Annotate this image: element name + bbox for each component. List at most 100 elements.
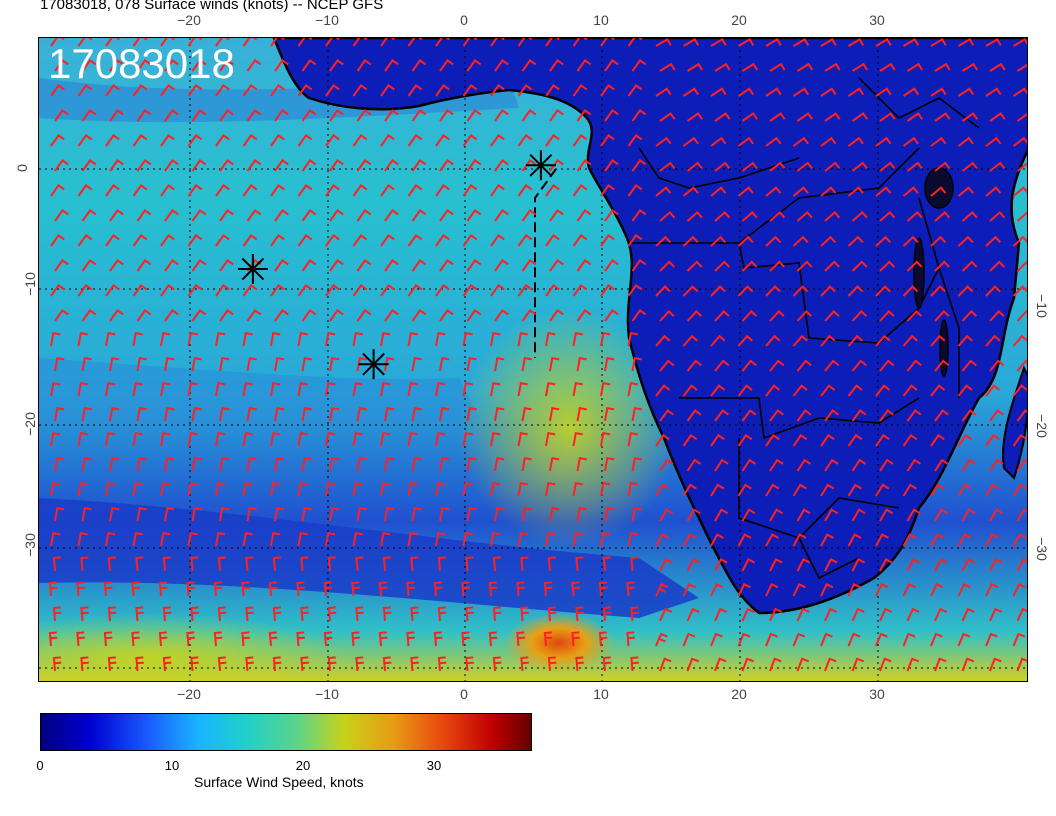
storm-marker-1 bbox=[525, 150, 556, 181]
wind-barb bbox=[521, 109, 537, 122]
wind-barb bbox=[765, 433, 780, 447]
wind-barb bbox=[109, 59, 124, 72]
wind-barb bbox=[356, 309, 372, 322]
wind-barb bbox=[902, 334, 918, 347]
wind-barb bbox=[741, 657, 755, 672]
wind-barb bbox=[741, 359, 757, 372]
wind-barb bbox=[132, 234, 148, 247]
wind-barb bbox=[382, 606, 392, 622]
wind-barb bbox=[902, 235, 919, 247]
wind-barb bbox=[572, 134, 588, 147]
wind-barb bbox=[737, 582, 751, 597]
wind-barb bbox=[329, 209, 344, 222]
wind-barb bbox=[879, 607, 893, 622]
wind-barb bbox=[655, 483, 670, 497]
wind-barb bbox=[160, 234, 175, 247]
wind-barb bbox=[490, 382, 501, 397]
wind-barb bbox=[191, 507, 202, 522]
wind-barb bbox=[77, 332, 88, 347]
wind-barb bbox=[820, 433, 835, 447]
wind-barb bbox=[135, 606, 144, 622]
wind-barb bbox=[517, 432, 528, 447]
wind-barb bbox=[77, 382, 88, 397]
wind-barb bbox=[215, 134, 230, 147]
wind-barb bbox=[631, 457, 642, 472]
wind-barb bbox=[737, 38, 755, 47]
wind-barb bbox=[686, 260, 703, 272]
wind-barb bbox=[792, 38, 810, 47]
wind-barb bbox=[50, 382, 61, 397]
wind-barb bbox=[906, 62, 924, 72]
wind-barb bbox=[655, 334, 671, 347]
wind-barb bbox=[737, 186, 754, 197]
wind-barb bbox=[930, 632, 943, 647]
wind-barb bbox=[54, 59, 69, 72]
wind-barb bbox=[407, 38, 423, 47]
wind-barb bbox=[820, 38, 837, 47]
wind-barb bbox=[961, 161, 978, 172]
wind-barb bbox=[187, 234, 203, 247]
wind-barb bbox=[380, 134, 395, 147]
wind-barb bbox=[851, 409, 867, 422]
wind-barb bbox=[571, 581, 580, 597]
colorbar-tick: 30 bbox=[426, 758, 442, 773]
wind-barb bbox=[351, 581, 360, 597]
wind-barb bbox=[352, 382, 363, 397]
wind-barb bbox=[136, 209, 152, 222]
wind-barb bbox=[989, 657, 1002, 672]
wind-barb bbox=[162, 606, 172, 622]
wind-barb bbox=[875, 334, 891, 347]
wind-barb bbox=[54, 357, 65, 372]
wind-barb bbox=[572, 84, 588, 97]
wind-barb bbox=[494, 407, 505, 422]
wind-barb bbox=[297, 432, 308, 447]
wind-barb bbox=[517, 234, 533, 247]
wind-barb bbox=[219, 357, 230, 372]
wind-barb bbox=[215, 332, 226, 347]
wind-barb bbox=[297, 184, 313, 197]
wind-barb bbox=[989, 62, 1006, 72]
wind-barb bbox=[710, 235, 727, 247]
wind-barb bbox=[270, 184, 285, 197]
wind-barb bbox=[435, 284, 450, 297]
wind-barb bbox=[851, 359, 867, 372]
wind-barb bbox=[824, 210, 841, 222]
wind-barb bbox=[270, 432, 281, 447]
wind-barb bbox=[934, 309, 950, 322]
wind-barb bbox=[714, 210, 731, 222]
lon-tick-bottom: −10 bbox=[315, 686, 339, 702]
wind-barb bbox=[576, 309, 592, 322]
wind-barb bbox=[655, 533, 669, 547]
wind-barb bbox=[710, 285, 726, 297]
wind-barb bbox=[769, 458, 784, 472]
storm-marker-3 bbox=[358, 349, 389, 380]
wind-barb bbox=[490, 284, 505, 297]
wind-barb bbox=[351, 631, 360, 647]
wind-barb bbox=[105, 284, 120, 297]
wind-barb bbox=[604, 209, 619, 222]
wind-barb bbox=[1012, 433, 1027, 447]
wind-barb bbox=[520, 556, 529, 572]
wind-barb bbox=[107, 656, 117, 672]
wind-barb bbox=[164, 209, 179, 222]
wind-barb bbox=[1016, 657, 1027, 672]
wind-barb bbox=[410, 606, 419, 622]
wind-barb bbox=[631, 159, 647, 172]
wind-barb bbox=[630, 556, 639, 572]
wind-barb bbox=[384, 259, 399, 272]
wind-barb bbox=[521, 457, 532, 472]
wind-barb bbox=[765, 136, 782, 147]
colorbar-tick: 0 bbox=[36, 758, 44, 773]
wind-barb bbox=[301, 159, 317, 172]
wind-barb bbox=[655, 433, 670, 447]
wind-barb bbox=[272, 606, 282, 622]
wind-barb bbox=[297, 482, 308, 497]
wind-barb bbox=[961, 409, 977, 422]
wind-barb bbox=[682, 136, 699, 147]
wind-barb bbox=[105, 234, 120, 247]
wind-barb bbox=[325, 432, 336, 447]
lat-tick-right: −20 bbox=[1033, 414, 1050, 438]
wind-barb bbox=[1016, 458, 1027, 472]
wind-barb bbox=[380, 284, 395, 297]
wind-barb bbox=[769, 260, 785, 272]
